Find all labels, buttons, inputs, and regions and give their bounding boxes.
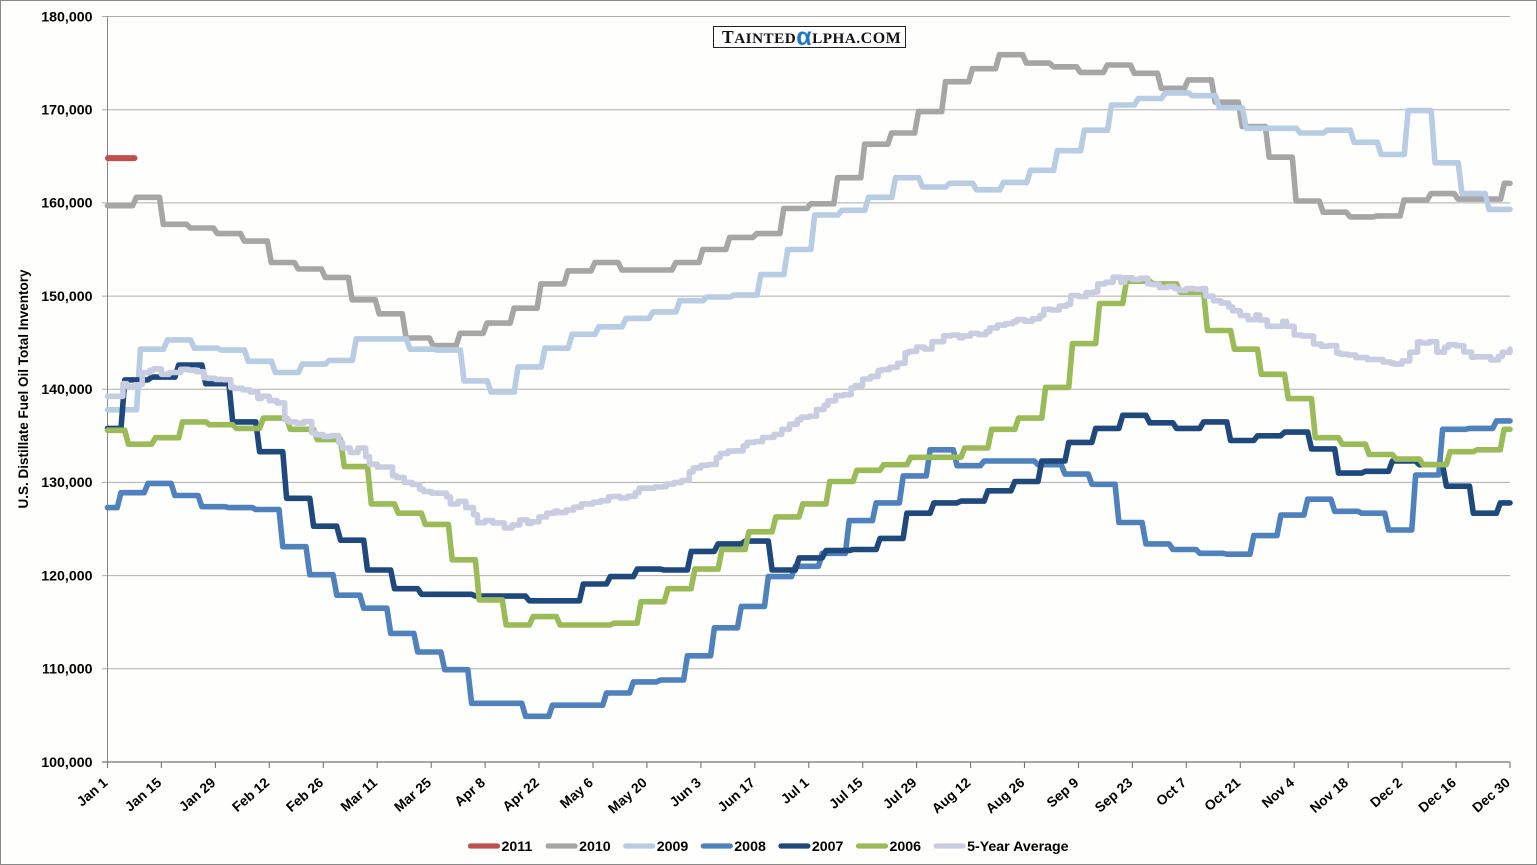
svg-text:180,000: 180,000: [41, 9, 92, 25]
svg-text:U.S. Distillate Fuel Oil Total: U.S. Distillate Fuel Oil Total Inventory: [16, 269, 31, 509]
svg-text:120,000: 120,000: [41, 568, 92, 584]
svg-text:2011: 2011: [502, 839, 533, 855]
svg-text:2006: 2006: [890, 839, 922, 855]
svg-text:160,000: 160,000: [41, 196, 92, 212]
svg-text:130,000: 130,000: [41, 475, 92, 491]
svg-text:110,000: 110,000: [42, 662, 93, 678]
svg-text:2010: 2010: [579, 839, 611, 855]
svg-text:5-Year Average: 5-Year Average: [967, 839, 1069, 855]
svg-text:140,000: 140,000: [41, 382, 92, 398]
svg-text:100,000: 100,000: [41, 755, 92, 771]
svg-text:2007: 2007: [812, 839, 844, 855]
svg-text:170,000: 170,000: [41, 103, 92, 119]
svg-text:150,000: 150,000: [41, 289, 92, 305]
svg-text:2009: 2009: [657, 839, 689, 855]
svg-text:2008: 2008: [734, 839, 766, 855]
